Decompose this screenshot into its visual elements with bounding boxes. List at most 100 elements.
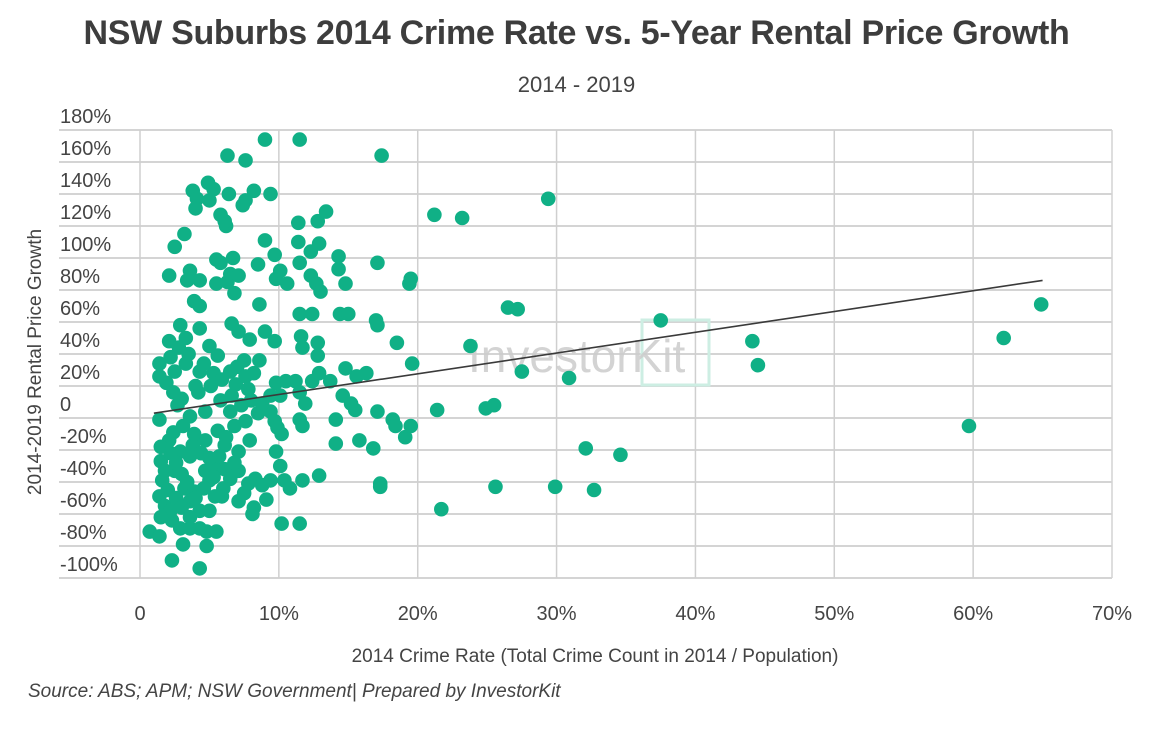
data-point — [222, 404, 238, 419]
y-tick-label: -40% — [60, 458, 107, 480]
data-point — [231, 268, 246, 283]
data-point — [272, 263, 288, 279]
data-point — [750, 357, 766, 373]
data-point — [175, 418, 191, 434]
data-point — [202, 193, 217, 208]
data-point — [209, 524, 224, 539]
data-point — [227, 285, 242, 301]
data-point — [164, 553, 180, 568]
y-tick-label: 140% — [60, 170, 111, 192]
y-tick-label: 180% — [60, 106, 111, 128]
data-point — [250, 257, 266, 272]
y-tick-label: -80% — [60, 522, 107, 544]
data-point — [157, 463, 173, 479]
data-point — [267, 247, 282, 263]
y-tick-label: -20% — [60, 426, 107, 448]
data-point — [297, 396, 313, 411]
y-tick-label: 80% — [60, 266, 100, 288]
data-point — [388, 418, 403, 434]
data-point — [241, 381, 256, 397]
data-point — [153, 509, 169, 525]
data-point — [338, 276, 353, 291]
data-point — [292, 385, 307, 400]
data-point — [257, 233, 273, 248]
x-tick-label: 0 — [134, 603, 145, 625]
data-point — [328, 436, 344, 451]
data-point — [463, 338, 478, 354]
x-tick-label: 70% — [1092, 603, 1132, 625]
data-point — [163, 349, 178, 365]
data-point — [540, 191, 556, 207]
data-point — [310, 213, 326, 229]
data-point — [340, 306, 356, 322]
y-tick-label: 20% — [60, 362, 100, 384]
data-point — [318, 204, 334, 219]
data-point — [231, 493, 246, 509]
x-tick-label: 20% — [398, 603, 438, 625]
data-point — [152, 356, 167, 371]
data-point — [206, 181, 221, 197]
y-tick-label: -100% — [60, 554, 118, 576]
data-point — [293, 329, 309, 344]
data-point — [304, 306, 320, 322]
data-point — [220, 274, 235, 290]
data-point — [272, 458, 288, 474]
data-point — [374, 148, 389, 163]
data-point — [313, 284, 328, 299]
data-point — [578, 441, 594, 456]
data-point — [389, 335, 405, 351]
data-point — [427, 207, 442, 223]
y-tick-label: 120% — [60, 202, 111, 224]
data-point — [238, 153, 253, 168]
data-point — [295, 473, 310, 488]
data-point — [242, 433, 257, 448]
data-point — [338, 361, 353, 376]
data-point — [488, 479, 503, 495]
data-point — [167, 364, 183, 379]
data-point — [152, 529, 167, 544]
data-point — [486, 397, 502, 413]
data-point — [175, 537, 191, 552]
data-point — [228, 377, 244, 392]
x-tick-label: 30% — [537, 603, 577, 625]
data-point — [613, 447, 628, 463]
data-point — [311, 365, 327, 381]
y-tick-label: 0 — [60, 394, 71, 416]
data-point — [311, 468, 327, 483]
data-point — [257, 324, 273, 339]
data-point — [254, 396, 270, 411]
data-point — [188, 201, 203, 216]
y-tick-label: 100% — [60, 234, 111, 256]
data-point — [310, 335, 326, 351]
data-point — [167, 239, 183, 255]
data-point — [243, 393, 259, 408]
data-point — [996, 330, 1011, 346]
data-point — [295, 340, 310, 355]
data-point — [245, 506, 260, 522]
data-point — [274, 516, 289, 531]
data-point — [514, 364, 530, 379]
data-point — [231, 324, 246, 339]
data-point — [224, 388, 239, 403]
data-point — [227, 455, 242, 471]
data-point — [292, 132, 307, 147]
y-tick-label: 60% — [60, 298, 100, 320]
x-tick-labels: 0 10% 20% 30% 40% 50% 60% 70% — [134, 603, 1132, 625]
data-point — [359, 365, 374, 381]
data-point — [246, 183, 262, 199]
data-point — [182, 509, 198, 525]
data-point — [365, 441, 381, 456]
data-point — [310, 348, 326, 363]
data-point — [252, 353, 267, 368]
data-point — [225, 250, 241, 266]
y-tick-label: 40% — [60, 330, 100, 352]
data-point — [235, 197, 251, 213]
data-point — [197, 404, 213, 419]
data-point — [404, 356, 420, 371]
data-point — [218, 429, 234, 445]
data-point — [227, 418, 242, 434]
y-tick-label: 160% — [60, 138, 111, 160]
trendline — [153, 279, 1043, 414]
data-point — [368, 313, 384, 328]
y-axis-label: 2014-2019 Rental Price Growth — [25, 229, 46, 495]
